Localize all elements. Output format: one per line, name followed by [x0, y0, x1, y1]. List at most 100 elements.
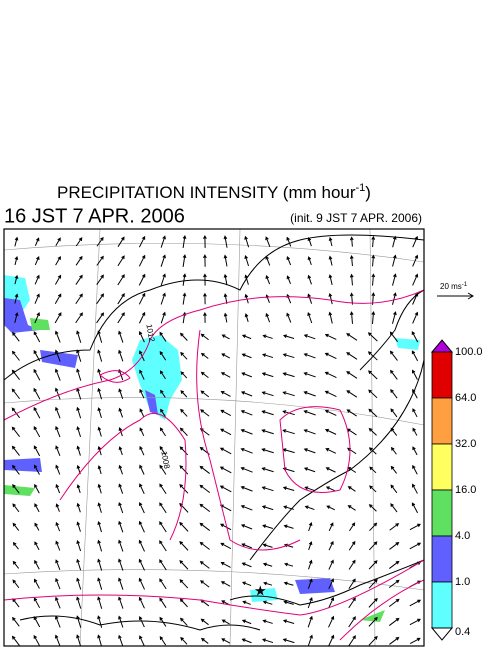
colorbar-top-triangle — [430, 339, 454, 353]
wind-arrow — [307, 293, 313, 304]
wind-arrow — [54, 293, 62, 304]
wind-arrow — [409, 599, 422, 607]
wind-arrow — [12, 503, 20, 513]
wind-arrow — [55, 445, 61, 456]
valid-time: 16 JST 7 APR. 2006 — [4, 205, 185, 227]
wind-arrow — [199, 484, 211, 494]
wind-arrow — [138, 311, 146, 324]
wind-arrow — [324, 333, 337, 340]
wind-arrow — [325, 486, 336, 492]
wind-arrow — [55, 596, 61, 609]
wind-arrow — [412, 408, 418, 418]
wind-arrow — [392, 292, 397, 305]
wind-arrow — [200, 637, 209, 644]
wind-arrow — [307, 615, 313, 628]
wind-arrow — [12, 616, 20, 627]
colorbar: 100.0 64.0 32.0 16.0 4.0 1.0 0.4 — [430, 339, 483, 641]
wind-arrow — [328, 634, 335, 646]
wind-arrow — [55, 540, 61, 551]
wind-arrow — [139, 483, 145, 495]
contour-label: 1008 — [159, 450, 171, 470]
wind-arrow — [371, 273, 376, 286]
colorbar-label: 100.0 — [455, 346, 483, 358]
wind-arrow — [220, 391, 231, 397]
wind-arrow — [223, 312, 228, 323]
title-text: PRECIPITATION INTENSITY (mm hour — [57, 183, 356, 202]
wind-arrow — [160, 389, 166, 398]
wind-arrow — [97, 634, 103, 646]
wind-arrow — [138, 520, 145, 533]
wind-arrow — [241, 334, 252, 340]
wind-arrow — [34, 293, 40, 304]
wind-arrow — [75, 255, 83, 266]
wind-arrow — [325, 448, 337, 454]
wind-reference-label: 20 ms-1 — [440, 282, 468, 292]
wind-arrow — [55, 255, 61, 266]
wind-arrow — [282, 391, 295, 397]
wind-arrow — [220, 562, 231, 568]
wind-arrow — [96, 293, 105, 305]
wind-arrow — [34, 256, 40, 266]
wind-arrow — [118, 349, 124, 362]
wind-arrow — [368, 427, 377, 436]
wind-arrow — [179, 465, 189, 475]
wind-arrow — [349, 273, 354, 286]
wind-arrow — [368, 389, 378, 399]
wind-arrow — [324, 390, 337, 397]
wind-arrow — [349, 254, 354, 267]
wind-arrow — [96, 312, 105, 324]
wind-arrow — [412, 483, 418, 494]
wind-arrow — [11, 426, 21, 438]
wind-arrow — [118, 539, 124, 552]
wind-arrow — [263, 581, 273, 586]
wind-arrow — [411, 331, 419, 343]
wind-arrow — [307, 312, 313, 324]
wind-arrow — [392, 311, 397, 324]
wind-arrow — [240, 485, 253, 492]
wind-arrow — [34, 312, 40, 324]
wind-arrow — [12, 484, 20, 494]
wind-arrow — [200, 333, 209, 341]
wind-arrow — [262, 600, 273, 605]
wind-arrow — [303, 467, 316, 473]
wind-arrow — [75, 274, 83, 285]
wind-arrow — [75, 293, 83, 305]
wind-arrow — [76, 596, 82, 609]
wind-arrow — [283, 505, 295, 510]
wind-arrow — [138, 577, 145, 590]
wind-arrow — [261, 391, 274, 397]
wind-arrow — [97, 387, 103, 400]
wind-arrow — [55, 406, 61, 419]
wind-arrow — [262, 334, 273, 339]
wind-arrow — [328, 540, 334, 551]
wind-arrow — [324, 409, 337, 416]
wind-arrow — [182, 235, 187, 249]
wind-arrow — [34, 578, 40, 589]
wind-arrow — [34, 237, 40, 246]
wind-arrow — [97, 596, 103, 609]
wind-arrow — [138, 596, 145, 609]
wind-arrow — [117, 274, 125, 286]
wind-arrow — [97, 520, 102, 533]
wind-arrow — [261, 467, 274, 473]
wind-arrow — [203, 312, 207, 323]
wind-arrow — [283, 600, 294, 605]
wind-arrow — [286, 275, 291, 284]
wind-arrow — [390, 465, 398, 474]
wind-arrow — [160, 311, 166, 324]
wind-arrow — [179, 617, 188, 626]
wind-arrow — [55, 577, 61, 590]
wind-arrow — [368, 370, 378, 380]
wind-arrow — [76, 484, 81, 494]
wind-arrow — [55, 425, 61, 438]
wind-arrow — [159, 350, 167, 361]
wind-arrow — [159, 540, 167, 552]
wind-reference-arrow — [437, 292, 474, 300]
wind-arrow — [14, 236, 19, 247]
wind-arrow — [223, 254, 228, 267]
wind-arrow — [244, 313, 249, 322]
wind-arrow — [199, 503, 211, 513]
wind-arrow — [159, 464, 167, 475]
wind-arrow — [411, 502, 419, 514]
wind-arrow — [55, 503, 60, 512]
